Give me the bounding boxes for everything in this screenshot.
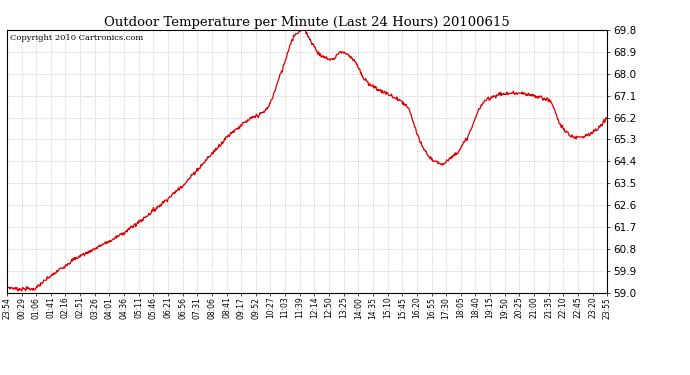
- Title: Outdoor Temperature per Minute (Last 24 Hours) 20100615: Outdoor Temperature per Minute (Last 24 …: [104, 16, 510, 29]
- Text: Copyright 2010 Cartronics.com: Copyright 2010 Cartronics.com: [10, 34, 143, 42]
